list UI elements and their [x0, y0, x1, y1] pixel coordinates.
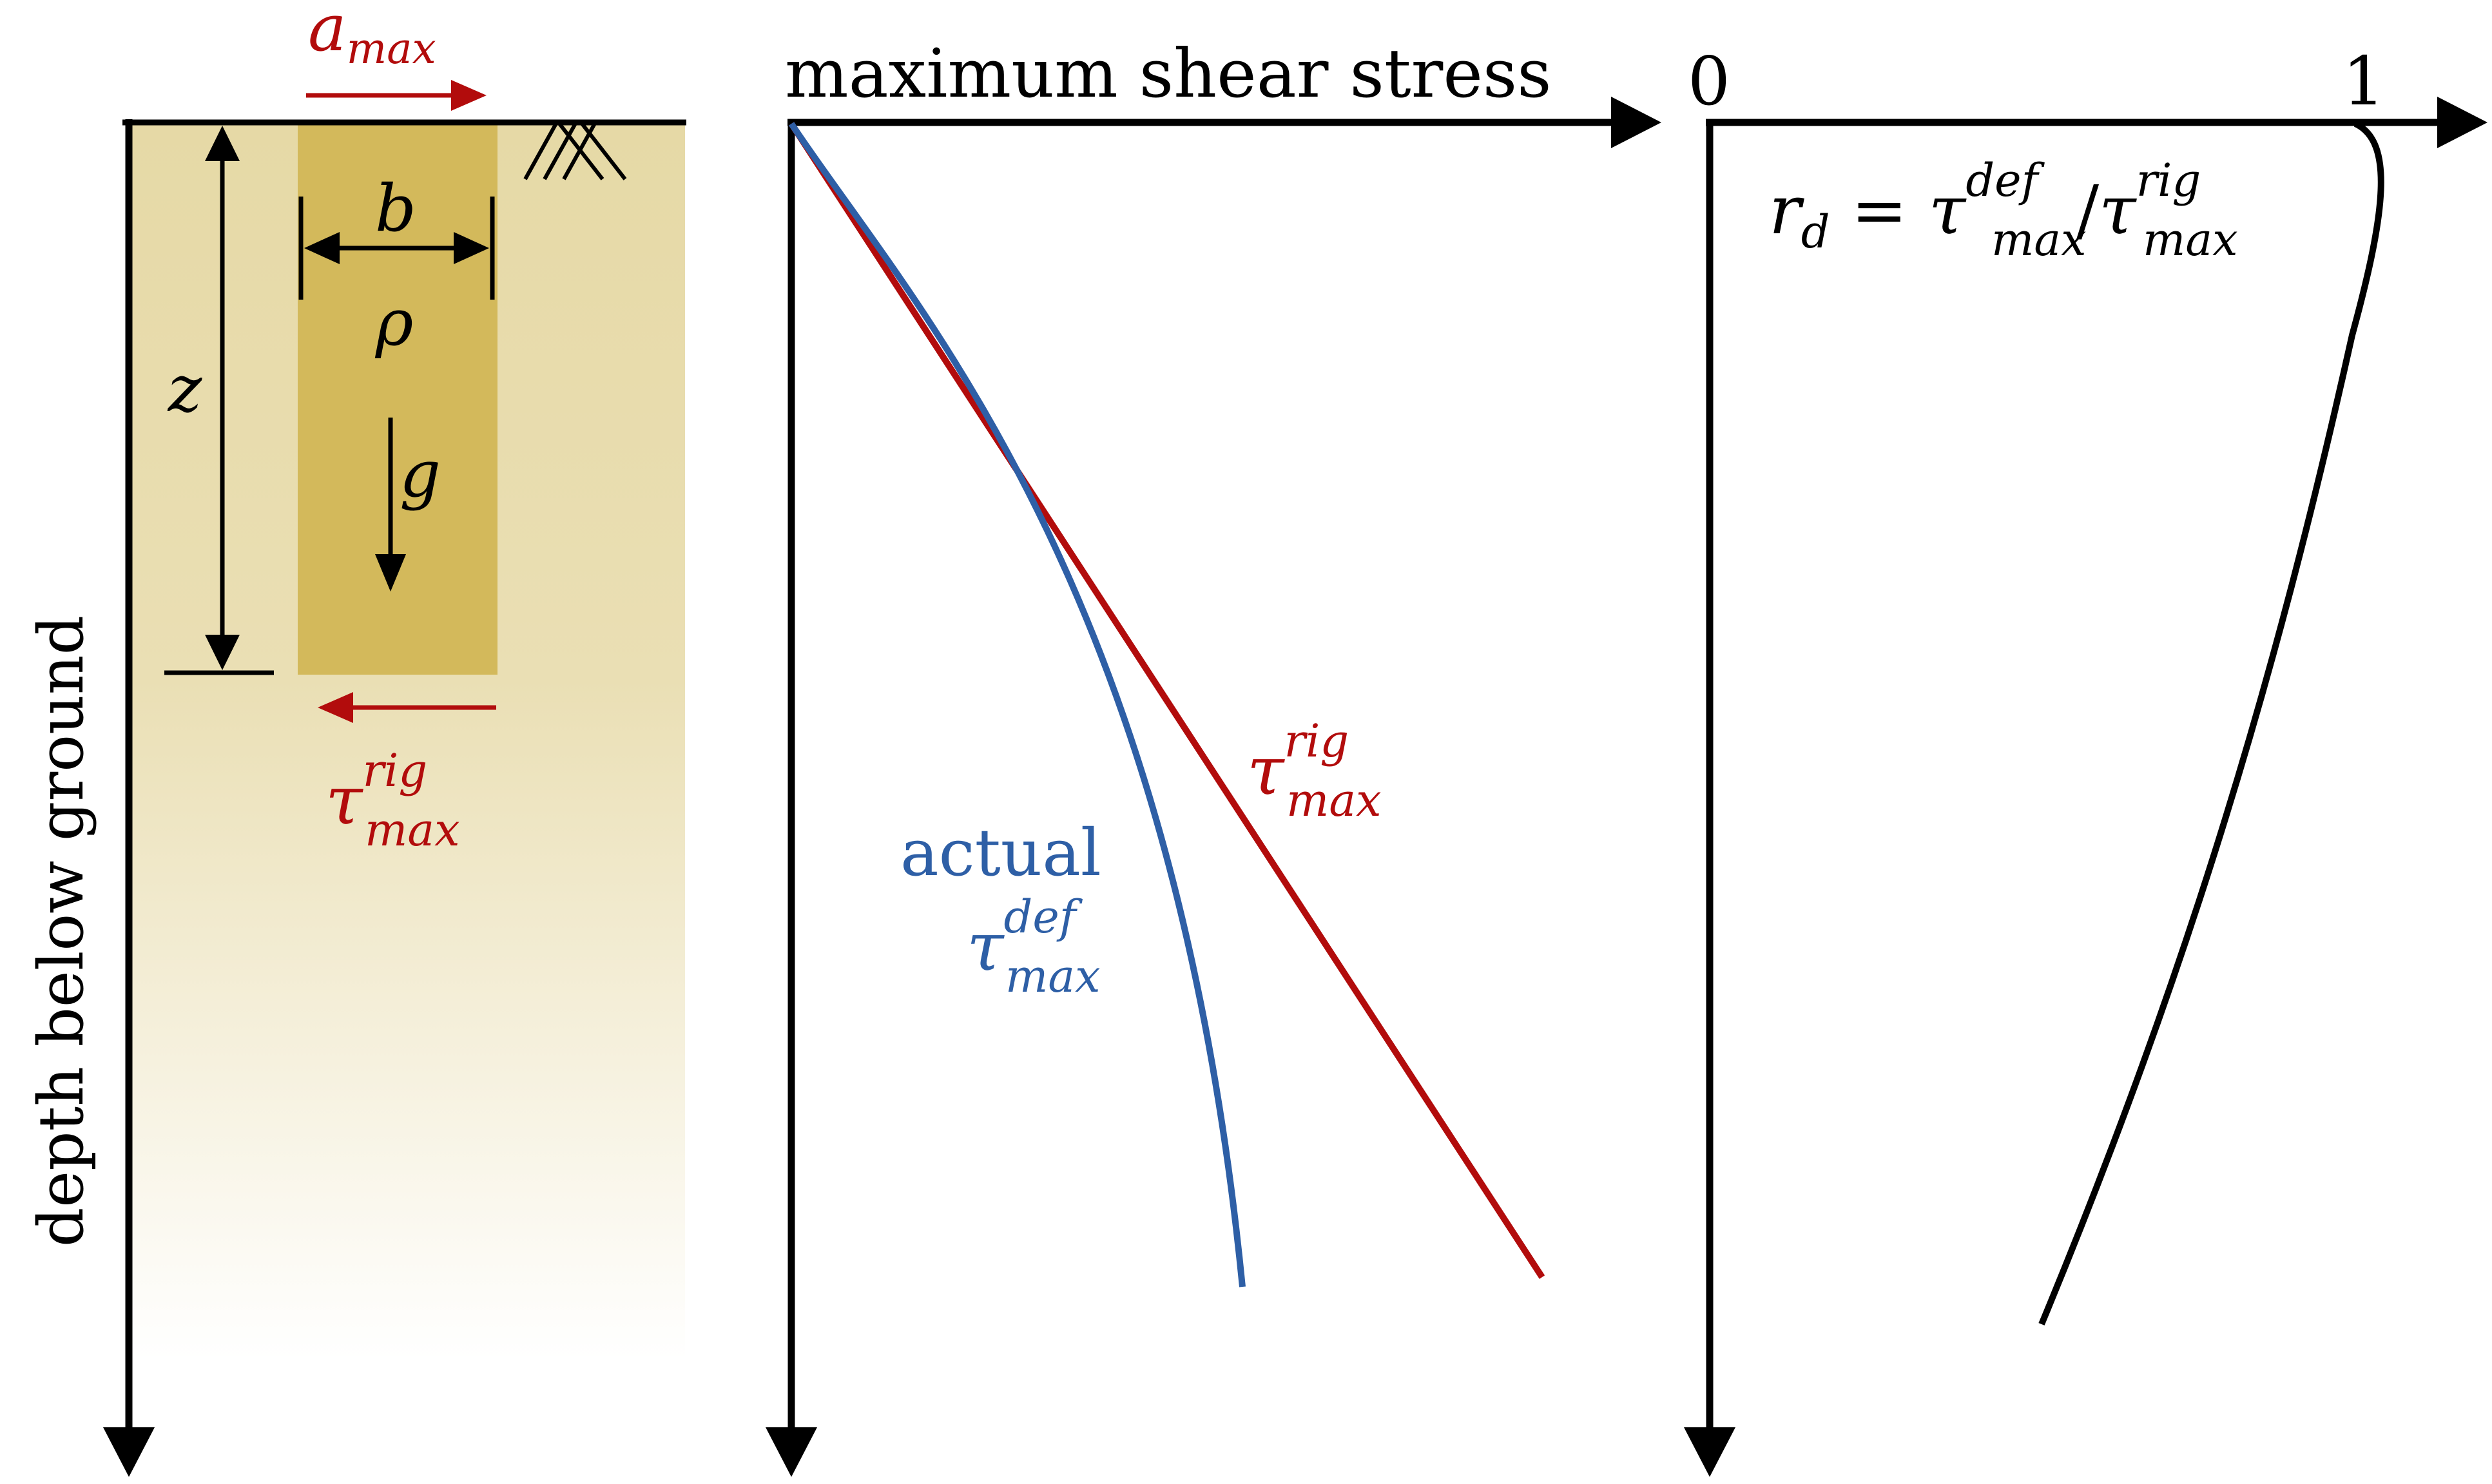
b-label: b — [375, 171, 416, 246]
rd-depth-arrowhead — [1684, 1427, 1735, 1477]
ground-hatch-icon — [523, 120, 627, 180]
rd-tick-0: 0 — [1688, 42, 1730, 120]
stress-depth-arrowhead — [766, 1427, 817, 1477]
soil-column-block — [298, 124, 497, 675]
rho-label: ρ — [375, 285, 414, 360]
rd-curve — [2038, 120, 2384, 1325]
tau-rig-label-panel1: τrig max — [325, 744, 460, 856]
tau-rig-line — [788, 122, 1545, 1279]
panel-soil-column: depth below ground amax z b ρ g τrig max — [25, 0, 686, 1477]
tau-rig-arrowhead — [318, 692, 353, 723]
b-arrowhead-right — [454, 232, 489, 264]
z-arrowhead-bottom — [205, 635, 240, 670]
tau-def-label: τdef max — [967, 891, 1101, 1003]
g-arrowhead — [375, 554, 406, 592]
stress-axis-title: maximum shear stress — [785, 34, 1552, 113]
rd-equation: rd = τdef max/τrig max — [1769, 154, 2238, 266]
rd-tick-1: 1 — [2342, 42, 2385, 120]
panel-rd-ratio: 0 1 rd = τdef max/τrig max — [1684, 42, 2487, 1477]
panel-max-shear-stress: maximum shear stress τrig max actual τdef… — [766, 34, 1661, 1477]
amax-arrowhead — [451, 80, 487, 111]
amax-label: amax — [308, 0, 436, 73]
actual-label: actual — [900, 815, 1101, 891]
tau-def-curve — [788, 122, 1246, 1287]
stress-axis-arrowhead-right — [1611, 97, 1661, 148]
g-label: g — [400, 436, 441, 512]
z-arrowhead-top — [205, 126, 240, 161]
b-arrowhead-left — [304, 232, 340, 264]
depth-axis-arrowhead — [103, 1427, 155, 1477]
depth-axis-label: depth below ground — [25, 615, 97, 1247]
rd-axis-arrowhead-right — [2437, 97, 2487, 148]
tau-rig-label-panel2: τrig max — [1247, 715, 1382, 827]
z-label: z — [168, 351, 203, 427]
